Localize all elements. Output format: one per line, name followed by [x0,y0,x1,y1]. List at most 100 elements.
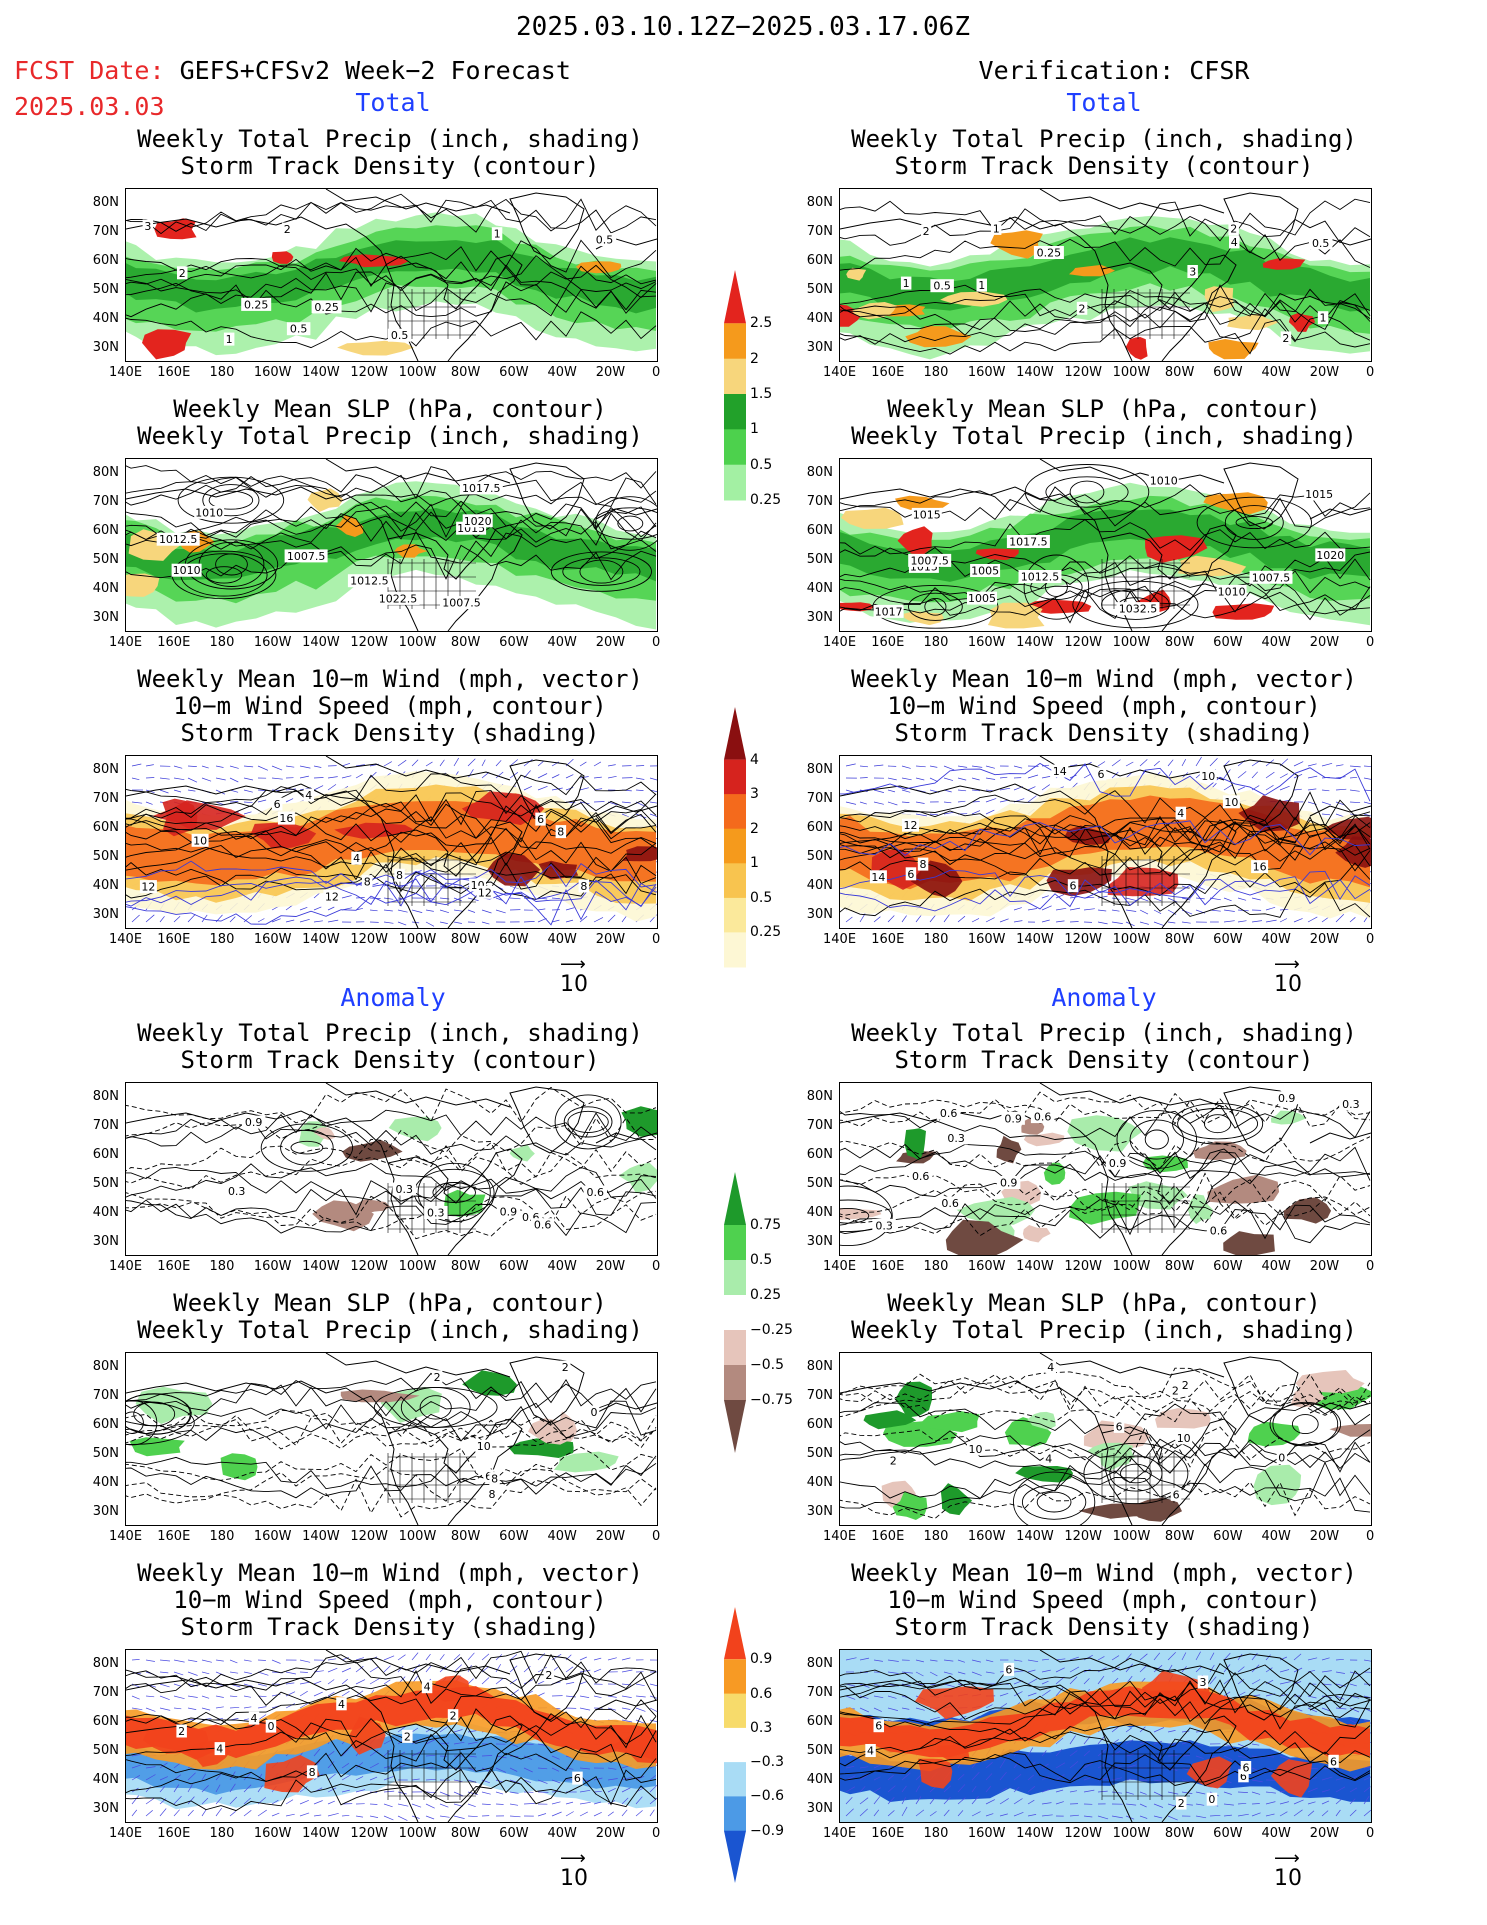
wind-vector [159,789,169,794]
contour-label-bg [1175,1431,1193,1445]
wind-vector [607,1800,616,1805]
wind-vector [1237,897,1247,901]
lat-tick-label: 30N [806,907,833,922]
wind-vector [453,1779,463,1783]
contour-label: 14 [1053,765,1067,778]
wind-vector [971,1659,981,1663]
wind-speed-contour [126,837,657,869]
colorbar-label: 1 [750,421,759,438]
wind-vector [495,771,504,779]
wind-vector [495,909,506,914]
wind-vector [971,1785,977,1793]
map-total-forecast-wind-storm: 8 4 12 10 8 10 12 8 6 4 6 8 16 12 [125,755,658,929]
wind-vector [509,1791,519,1794]
wind-vector [971,1795,979,1805]
colorbar-canvas [724,707,746,968]
wind-speed-contour [840,1679,1371,1716]
wind-vector [271,918,281,923]
map-anomaly-forecast-precip-storm: 0.3 0.9 0.6 0.6 0.9 0.6 0.3 0.3 [125,1082,658,1256]
wind-speed-contour [840,1752,1371,1787]
wind-vector [453,1791,464,1797]
wind-vector [971,918,980,923]
lon-tick-label: 0 [1366,1826,1375,1841]
wind-vector [243,915,253,923]
wind-vector [635,789,644,791]
wind-vector [187,1809,194,1817]
contour-label: 1017.5 [462,482,501,495]
wind-vector [1125,909,1137,912]
wind-vector [481,1803,491,1805]
wind-vector [999,776,1008,779]
wind-vector [1363,777,1371,780]
lat-tick-label: 50N [92,552,119,567]
wind-vector [1363,1671,1371,1673]
precip-anomaly-shading [314,1127,336,1140]
wind-vector [425,1653,431,1661]
precip-shading [905,326,972,348]
wind-vector [887,1797,895,1805]
lon-tick-label: 40W [1261,1826,1291,1841]
slp-contour [1224,505,1284,540]
wind-vector [1195,1743,1204,1746]
contour-label-bg [491,227,503,241]
wind-vector [1181,759,1187,767]
contour-label: 6 [1098,768,1105,781]
lat-tick-label: 60N [92,253,119,268]
wind-vector [397,921,407,926]
wind-vector [201,777,212,782]
wind-vector [1041,1814,1053,1817]
lon-tick-label: 100W [1112,1529,1151,1544]
wind-vector [1069,907,1081,911]
contour-label-bg [1317,311,1329,325]
wind-vector [887,1671,899,1674]
wind-vector [327,919,339,923]
wind-vector [145,1810,153,1817]
wind-vector [621,1809,628,1817]
coastline [1039,189,1225,214]
wind-vector [887,777,897,781]
coastline [1101,1148,1237,1255]
wind-vector [635,813,647,819]
wind-vector [1279,1755,1291,1760]
wind-vector [355,1789,366,1793]
anomaly-contour [840,1160,1371,1198]
lon-tick-label: 140E [823,1259,857,1274]
wind-vector [1363,1766,1371,1769]
contour-label: 0.9 [1278,1092,1296,1105]
fcst-date-label: FCST Date: GEFS+CFSv2 Week−2 Forecast [14,58,571,84]
precip-anomaly-shading [388,1116,442,1142]
wind-vector [593,1811,602,1817]
colorbar-swatch [724,358,746,395]
slp-contour [1045,476,1129,508]
wind-vector [131,1764,141,1769]
contour-label-bg [930,279,954,293]
wind-vector [1279,785,1290,791]
wind-vector [929,1671,938,1677]
wind-vector [565,787,574,791]
wind-vector [1293,918,1303,923]
lat-tick-label: 70N [92,1388,119,1403]
wind-vector [859,1683,870,1688]
lon-tick-label: 80W [450,635,481,650]
contour-label: 4 [1231,236,1238,249]
wind-vector [243,1810,252,1817]
wind-speed-contour [840,882,1371,918]
wind-vector [621,813,630,818]
wind-vector [1349,1707,1360,1713]
anomaly-contour-negative [126,1190,657,1226]
wind-vector [845,1808,854,1817]
colorbar-swatch [724,1762,746,1797]
wind-vector [523,759,533,767]
contour-label: 1005 [971,565,999,578]
contour-label: 2 [1282,332,1289,345]
wind-vector [579,1811,588,1817]
wind-vector [1265,919,1277,923]
title-anom-vf-precip: Weekly Total Precip (inch, shading) Storm… [851,1019,1357,1074]
wind-vector [1349,1798,1356,1805]
colorbar-label: 2.5 [750,315,773,332]
wind-vector [635,1707,646,1712]
contour-label: 0.25 [244,298,269,311]
anomaly-contour [126,1463,657,1499]
wind-vector [635,1810,643,1817]
contour-label-bg [572,1771,583,1785]
